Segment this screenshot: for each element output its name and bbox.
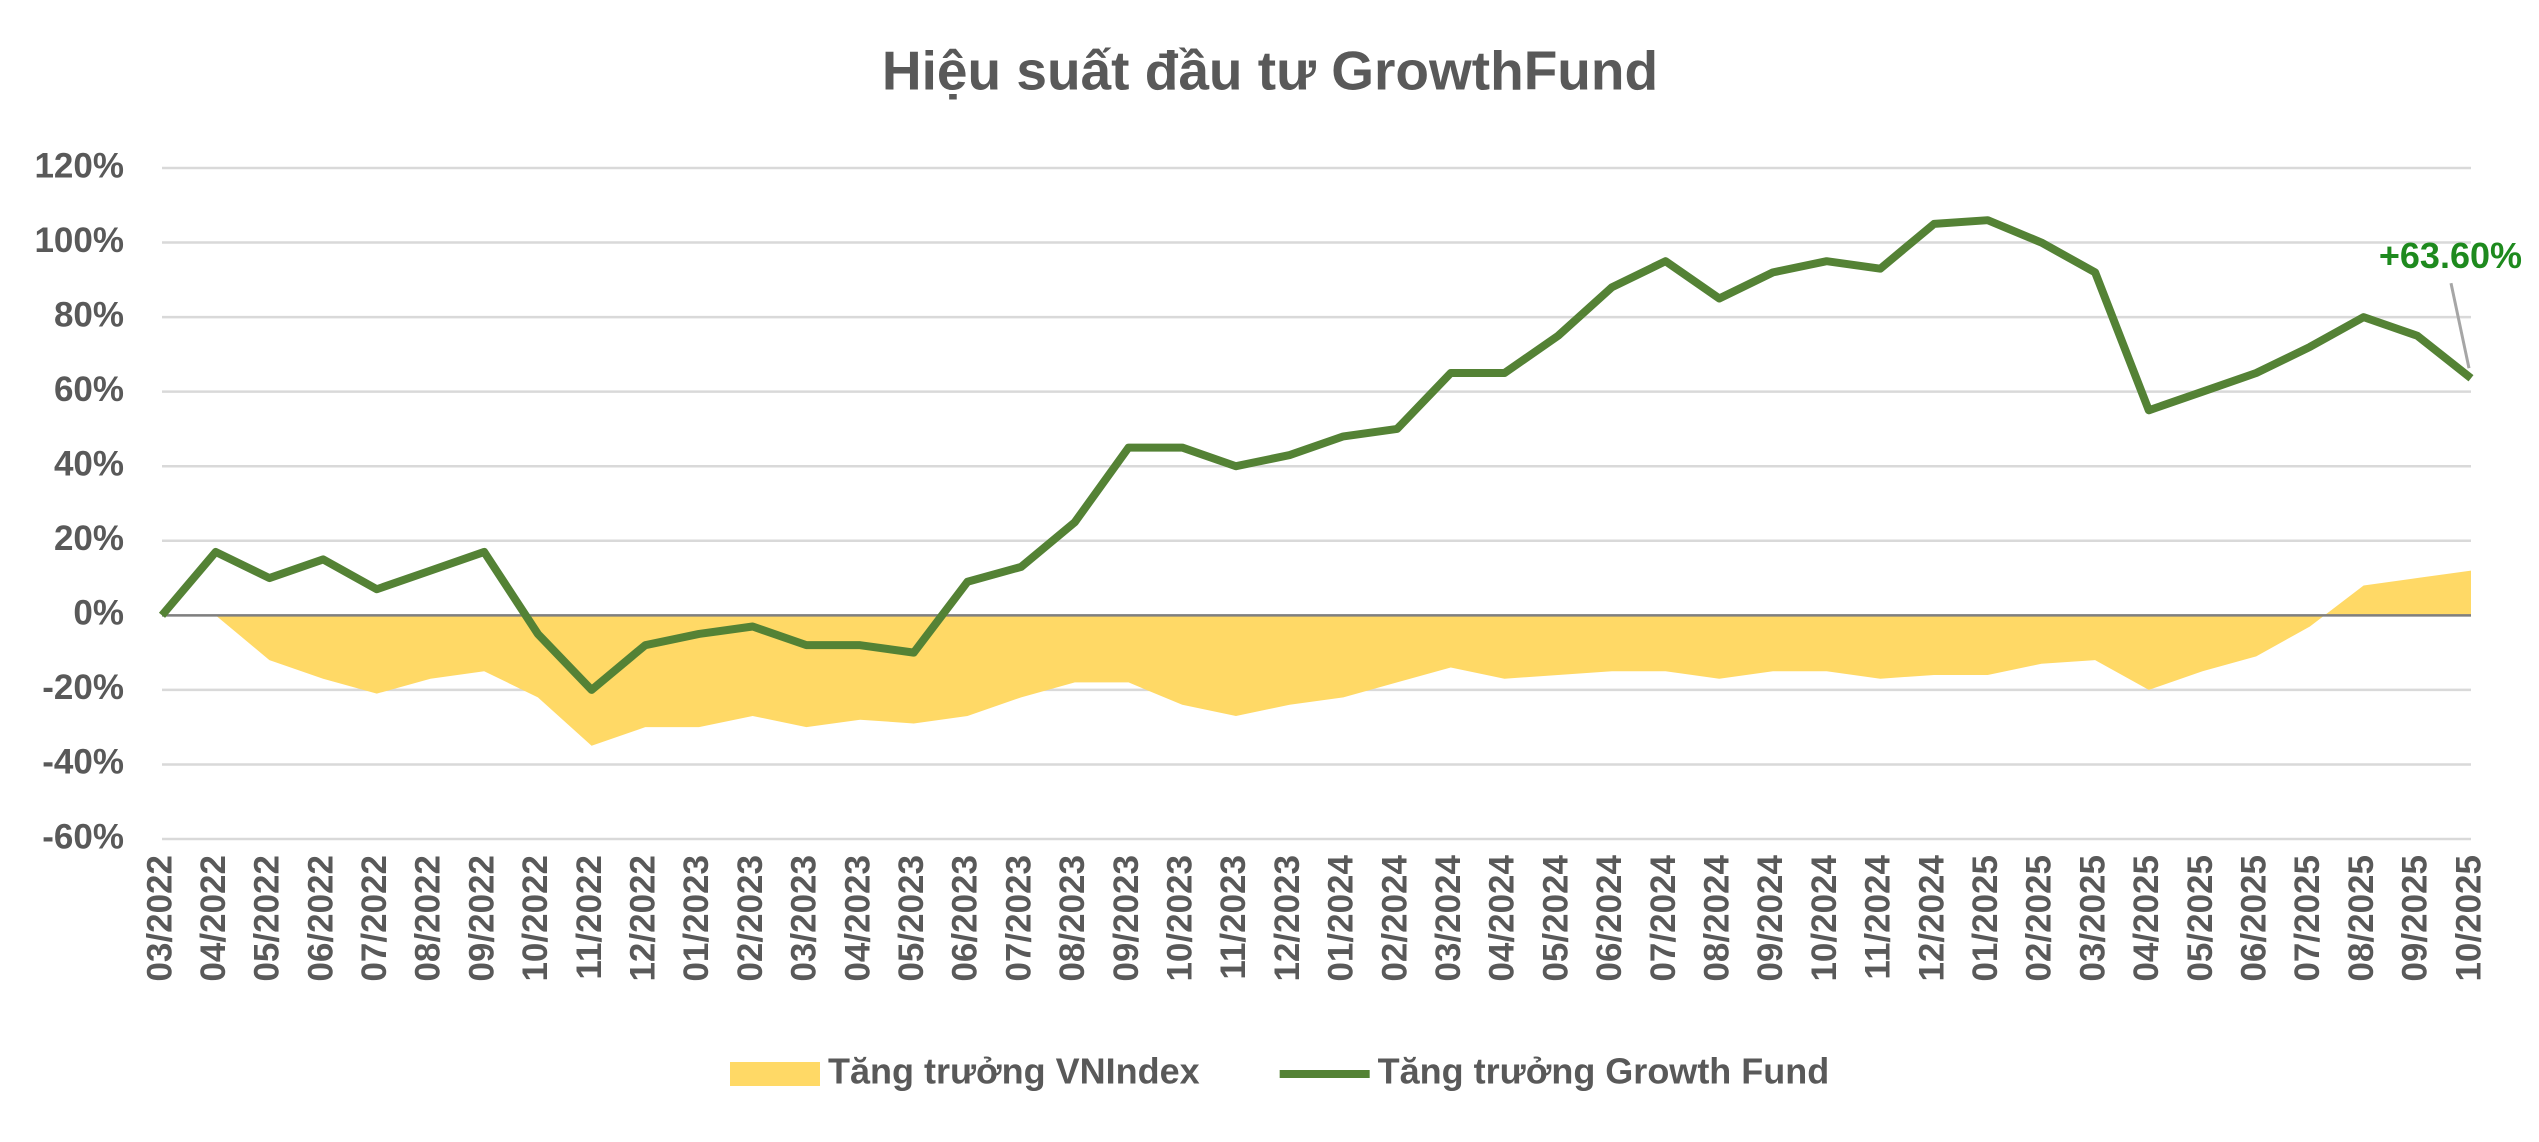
x-tick-label: 04/2023 (838, 855, 877, 982)
x-tick-label: 10/2022 (516, 855, 555, 982)
x-tick-label: 11/2022 (570, 855, 609, 980)
x-tick-label: 11/2023 (1214, 855, 1253, 980)
x-tick-label: 07/2023 (999, 855, 1038, 982)
x-tick-label: 08/2023 (1053, 855, 1092, 982)
x-tick-label: 12/2023 (1268, 855, 1307, 982)
annotation-leader (2449, 282, 2471, 369)
x-tick-label: 09/2024 (1751, 854, 1790, 981)
x-tick-label: 03/2024 (1429, 854, 1468, 981)
x-tick-label: 06/2023 (946, 855, 985, 982)
x-tick-label: 02/2024 (1375, 854, 1414, 981)
area (162, 570, 2471, 746)
y-tick-label: 0% (73, 594, 124, 633)
x-tick-label: 07/2024 (1644, 854, 1683, 981)
x-tick-label: 05/2022 (248, 855, 287, 982)
annotation: +63.60% (2379, 235, 2522, 276)
legend-label: Tăng trưởng Growth Fund (1378, 1051, 1830, 1092)
y-tick-label: 120% (34, 146, 124, 185)
y-tick-label: -60% (42, 817, 124, 856)
x-tick-label: 08/2022 (409, 855, 448, 982)
x-tick-label: 02/2023 (731, 855, 770, 982)
x-tick-label: 08/2024 (1697, 854, 1736, 981)
x-tick-label: 04/2022 (194, 855, 233, 982)
x-tick-label: 07/2025 (2288, 855, 2327, 982)
x-tick-label: 01/2023 (677, 855, 716, 982)
y-tick-label: 40% (54, 444, 124, 483)
x-tick-label: 09/2023 (1107, 855, 1146, 982)
x-tick-label: 04/2025 (2127, 855, 2166, 982)
x-tick-label: 12/2024 (1912, 854, 1951, 981)
y-tick-label: -20% (42, 668, 124, 707)
x-tick-label: 10/2023 (1161, 855, 1200, 982)
y-tick-label: 60% (54, 370, 124, 409)
x-tick-label: 10/2024 (1805, 854, 1844, 981)
x-tick-label: 03/2025 (2073, 855, 2112, 982)
x-tick-label: 05/2024 (1536, 854, 1575, 981)
x-tick-label: 03/2022 (140, 855, 179, 982)
y-tick-label: 80% (54, 295, 124, 334)
x-tick-label: 06/2024 (1590, 854, 1629, 981)
x-tick-label: 06/2025 (2234, 855, 2273, 982)
x-tick-label: 06/2022 (301, 855, 340, 982)
x-tick-label: 10/2025 (2449, 855, 2488, 982)
x-tick-label: 05/2025 (2181, 855, 2220, 982)
x-tick-label: 11/2024 (1859, 854, 1898, 979)
x-tick-label: 01/2025 (1966, 855, 2005, 982)
y-tick-label: 20% (54, 519, 124, 558)
y-tick-label: 100% (34, 221, 124, 260)
x-tick-label: 01/2024 (1322, 854, 1361, 981)
chart-title: Hiệu suất đầu tư GrowthFund (882, 40, 1658, 102)
y-tick-label: -40% (42, 743, 124, 782)
line (158, 216, 2474, 694)
legend-label: Tăng trưởng VNIndex (828, 1051, 1200, 1092)
x-tick-label: 07/2022 (355, 855, 394, 982)
x-tick-label: 09/2022 (462, 855, 501, 982)
x-tick-label: 12/2022 (624, 855, 663, 982)
x-tick-label: 08/2025 (2342, 855, 2381, 982)
legend-swatch (730, 1062, 820, 1086)
x-tick-label: 02/2025 (2020, 855, 2059, 982)
x-tick-label: 05/2023 (892, 855, 931, 982)
x-tick-label: 04/2024 (1483, 854, 1522, 981)
x-tick-label: 09/2025 (2396, 855, 2435, 982)
x-tick-label: 03/2023 (785, 855, 824, 982)
